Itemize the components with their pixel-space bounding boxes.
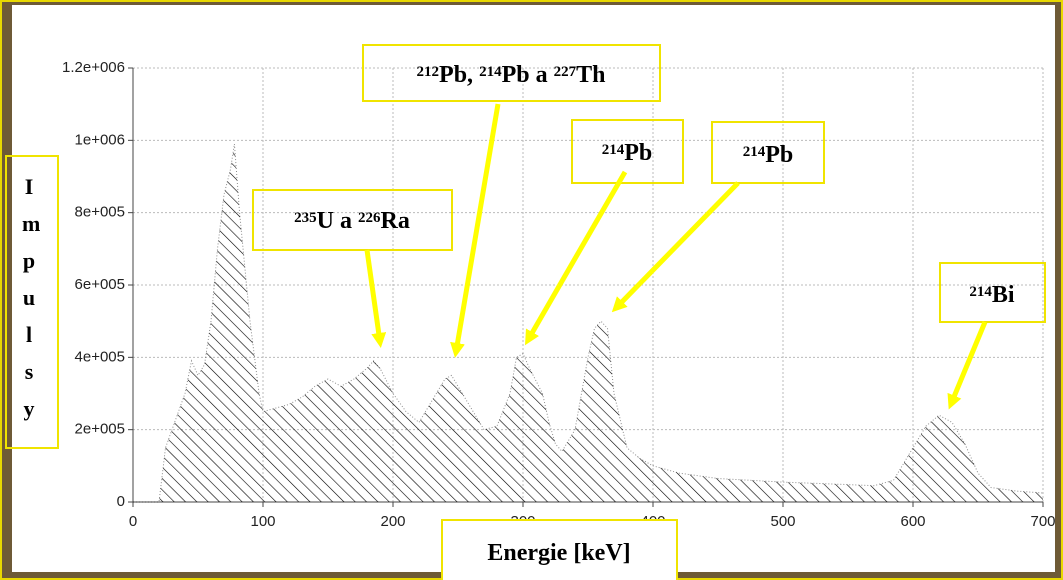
x-tick-label: 0 bbox=[129, 513, 137, 530]
annotation-text: Th bbox=[576, 62, 605, 88]
annotation-sup: 227 bbox=[554, 64, 577, 80]
y-axis-label-text: Impulsy bbox=[22, 168, 36, 427]
annotation-sup: 214 bbox=[969, 284, 992, 300]
chart: 0 2e+005 4e+005 6e+005 8e+005 1e+006 1.2e+006 0… bbox=[0, 0, 1063, 580]
annotation-sup: 214 bbox=[743, 144, 766, 160]
y-axis-label: Impulsy bbox=[8, 168, 50, 427]
x-axis-label: Energie [keV] bbox=[487, 540, 630, 566]
annotation-sup: 226 bbox=[358, 210, 381, 226]
page: 0 2e+005 4e+005 6e+005 8e+005 1e+006 1.2e+006 0… bbox=[0, 0, 1063, 580]
annotation-sup: 214 bbox=[479, 64, 502, 80]
y-tick-label: 8e+005 bbox=[75, 204, 125, 221]
y-tick-label: 6e+005 bbox=[75, 276, 125, 293]
annotation-sup: 212 bbox=[417, 64, 440, 80]
annotation-text: Ra bbox=[381, 208, 410, 234]
annotation: 212Pb, 214Pb a 227Th bbox=[417, 62, 606, 88]
x-tick-label: 600 bbox=[900, 513, 925, 530]
annotation-text: Pb a bbox=[502, 62, 554, 88]
annotation-text: Pb bbox=[624, 140, 652, 166]
annotation-sup: 214 bbox=[602, 142, 625, 158]
annotation-text: Pb, bbox=[439, 62, 479, 88]
y-tick-label: 0 bbox=[117, 493, 125, 510]
annotation-text: Pb bbox=[765, 142, 793, 168]
x-tick-label: 700 bbox=[1030, 513, 1055, 530]
y-tick-label: 1e+006 bbox=[75, 131, 125, 148]
annotation-text: Bi bbox=[992, 282, 1015, 308]
x-tick-label: 500 bbox=[770, 513, 795, 530]
annotation-sup: 235 bbox=[294, 210, 317, 226]
y-tick-label: 1.2e+006 bbox=[62, 59, 125, 76]
y-tick-label: 2e+005 bbox=[75, 421, 125, 438]
annotation-text: U a bbox=[317, 208, 358, 234]
x-tick-label: 100 bbox=[250, 513, 275, 530]
y-tick-label: 4e+005 bbox=[75, 348, 125, 365]
x-tick-label: 200 bbox=[380, 513, 405, 530]
